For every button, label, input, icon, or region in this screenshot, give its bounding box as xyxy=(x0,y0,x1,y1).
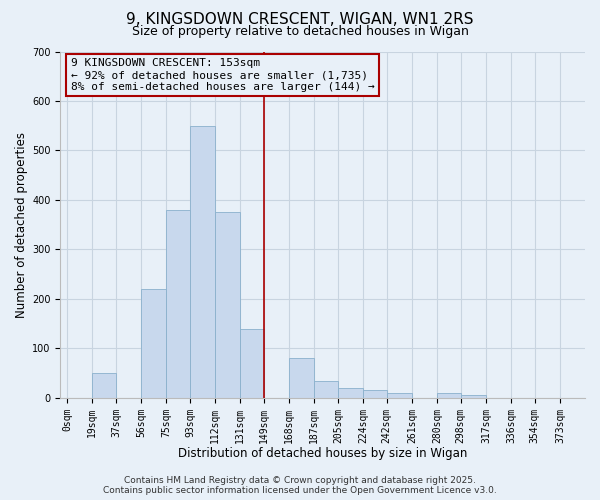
Bar xyxy=(215,212,240,398)
Bar xyxy=(166,210,190,398)
Text: Contains HM Land Registry data © Crown copyright and database right 2025.
Contai: Contains HM Land Registry data © Crown c… xyxy=(103,476,497,495)
Bar xyxy=(363,390,387,398)
Bar xyxy=(461,396,486,398)
Y-axis label: Number of detached properties: Number of detached properties xyxy=(15,132,28,318)
Bar xyxy=(190,126,215,398)
Bar xyxy=(240,328,264,398)
Bar xyxy=(141,289,166,398)
Bar xyxy=(437,393,461,398)
Bar xyxy=(289,358,314,398)
X-axis label: Distribution of detached houses by size in Wigan: Distribution of detached houses by size … xyxy=(178,447,467,460)
Bar xyxy=(314,380,338,398)
Text: 9, KINGSDOWN CRESCENT, WIGAN, WN1 2RS: 9, KINGSDOWN CRESCENT, WIGAN, WN1 2RS xyxy=(126,12,474,28)
Text: 9 KINGSDOWN CRESCENT: 153sqm
← 92% of detached houses are smaller (1,735)
8% of : 9 KINGSDOWN CRESCENT: 153sqm ← 92% of de… xyxy=(71,58,374,92)
Text: Size of property relative to detached houses in Wigan: Size of property relative to detached ho… xyxy=(131,25,469,38)
Bar xyxy=(338,388,363,398)
Bar xyxy=(387,393,412,398)
Bar xyxy=(92,373,116,398)
